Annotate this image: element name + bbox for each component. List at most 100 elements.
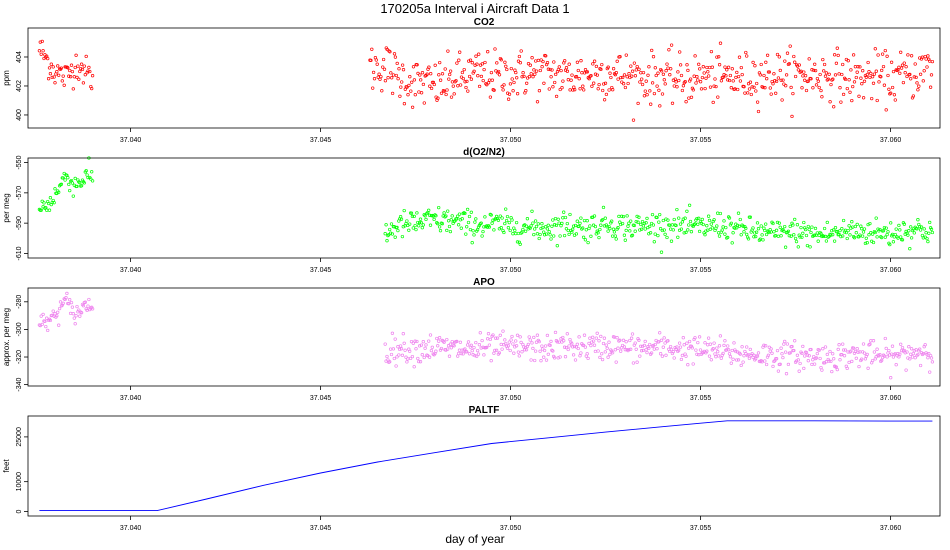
data-point: [648, 89, 652, 93]
data-point: [900, 238, 905, 242]
data-point: [371, 86, 375, 90]
data-point: [703, 233, 707, 237]
data-point: [511, 232, 515, 236]
data-point: [840, 227, 844, 231]
data-point: [706, 214, 711, 218]
data-point: [539, 58, 543, 62]
data-point: [509, 338, 513, 342]
data-point: [55, 70, 59, 74]
data-point: [672, 217, 676, 222]
data-point: [608, 71, 612, 75]
data-point: [486, 332, 491, 336]
data-point: [841, 62, 845, 67]
data-point: [558, 355, 562, 359]
data-point: [822, 62, 827, 67]
data-point: [491, 218, 495, 222]
data-point: [634, 347, 638, 351]
data-point: [803, 74, 808, 78]
data-point: [429, 86, 434, 91]
data-point: [897, 355, 901, 359]
data-point: [842, 354, 847, 358]
data-point: [533, 227, 537, 231]
data-point: [722, 219, 726, 223]
data-point: [447, 224, 452, 229]
data-point: [403, 348, 407, 352]
data-point: [668, 344, 673, 349]
data-point: [712, 84, 716, 88]
data-point: [912, 231, 916, 235]
data-point: [811, 86, 815, 90]
data-point: [402, 341, 406, 345]
data-point: [69, 63, 74, 67]
data-point: [746, 91, 750, 95]
data-point: [657, 88, 661, 92]
data-point: [804, 233, 809, 238]
data-point: [477, 84, 482, 89]
data-point: [693, 54, 697, 58]
data-point: [75, 75, 79, 80]
data-point: [666, 218, 670, 222]
data-point: [487, 225, 492, 229]
data-point: [548, 343, 552, 348]
data-point: [553, 80, 557, 85]
data-point: [41, 312, 45, 317]
data-point: [788, 224, 792, 229]
data-point: [825, 352, 829, 357]
data-point: [752, 85, 756, 89]
data-point: [504, 207, 508, 211]
data-point: [645, 350, 649, 355]
data-point: [636, 101, 640, 106]
data-point: [575, 60, 580, 64]
data-point: [926, 54, 930, 58]
data-point: [47, 208, 52, 212]
data-point: [701, 65, 705, 69]
data-point: [570, 342, 574, 346]
data-point: [593, 224, 598, 229]
data-point: [673, 77, 677, 81]
data-point: [58, 300, 63, 304]
data-point: [659, 338, 664, 342]
data-point: [418, 217, 423, 221]
data-point: [716, 95, 720, 99]
data-point: [445, 337, 449, 342]
data-point: [545, 333, 550, 338]
data-point: [922, 227, 926, 231]
data-point: [37, 49, 42, 53]
data-point: [439, 91, 444, 95]
data-point: [561, 79, 565, 83]
data-point: [738, 352, 742, 356]
data-point: [837, 72, 841, 76]
data-point: [580, 71, 584, 75]
data-point: [389, 352, 394, 357]
data-point: [855, 347, 859, 351]
data-point: [470, 349, 474, 353]
data-point: [544, 358, 549, 362]
data-point: [805, 243, 810, 248]
data-point: [563, 59, 567, 63]
data-point: [663, 82, 667, 86]
data-point: [628, 229, 632, 233]
data-point: [61, 74, 65, 78]
data-point: [874, 216, 878, 220]
data-point: [612, 230, 617, 234]
data-point: [438, 229, 443, 233]
data-point: [763, 86, 767, 90]
data-point: [79, 66, 83, 71]
data-point: [534, 59, 538, 63]
data-point: [90, 307, 95, 311]
data-point: [738, 217, 742, 222]
data-point: [832, 228, 836, 232]
data-point: [860, 357, 864, 361]
data-point: [710, 226, 714, 230]
data-point: [763, 359, 767, 363]
data-point: [900, 345, 905, 350]
data-point: [889, 60, 894, 64]
data-point: [880, 358, 884, 363]
data-point: [724, 74, 728, 78]
data-point: [48, 72, 53, 76]
data-point: [903, 351, 907, 355]
data-point: [718, 41, 723, 45]
data-point: [413, 223, 417, 228]
data-point: [787, 62, 791, 66]
data-point: [558, 87, 562, 92]
